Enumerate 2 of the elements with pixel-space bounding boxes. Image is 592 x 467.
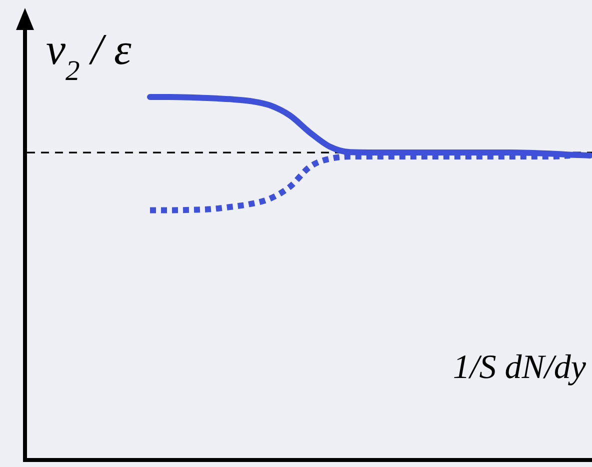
y-axis-title: v$_{2}$ / ε — [46, 25, 132, 86]
x-axis-title: 1/S dN/dy — [452, 349, 587, 386]
